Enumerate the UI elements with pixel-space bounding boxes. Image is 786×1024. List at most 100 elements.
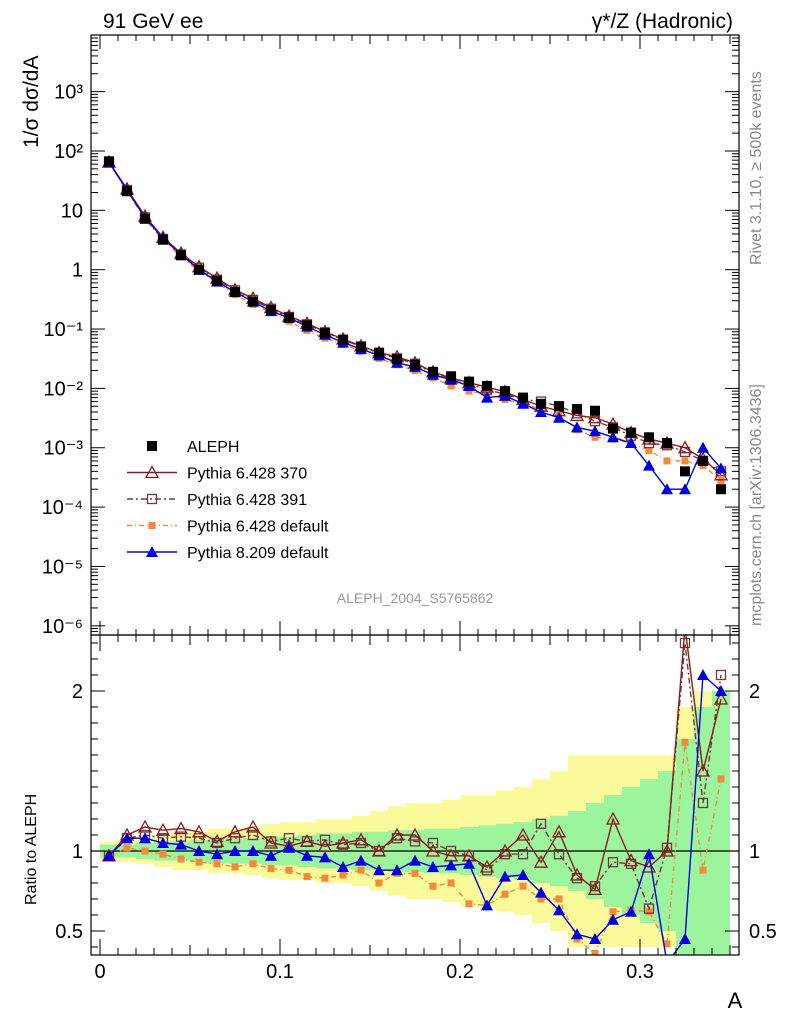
ratio-point-pdef <box>285 866 293 874</box>
ratio-point-p370 <box>263 835 279 849</box>
ratio-point-p391 <box>193 833 205 844</box>
main-point-aleph <box>644 432 654 443</box>
main-point-pdef <box>681 457 689 465</box>
main-point-aleph <box>140 213 150 224</box>
ratio-point-p391 <box>409 836 421 847</box>
main-point-aleph <box>122 186 132 197</box>
main-point-aleph <box>626 427 636 438</box>
ratio-point-p8 <box>553 904 565 916</box>
ratio-point-p391 <box>427 837 439 849</box>
ratio-point-p370 <box>605 811 621 825</box>
ratio-point-p370 <box>227 824 243 838</box>
ratio-point-pdef <box>303 873 311 881</box>
ratio-point-p8 <box>625 905 637 917</box>
ratio-point-p8 <box>427 861 439 872</box>
legend-label: ALEPH <box>187 439 239 456</box>
main-ytick-label: 10⁻⁴ <box>42 497 83 519</box>
ratio-point-pdef <box>123 844 131 852</box>
ratio-point-p8 <box>499 870 511 882</box>
main-point-aleph <box>266 304 276 315</box>
legend-item-p8: Pythia 8.209 default <box>127 545 329 562</box>
ratio-point-p8 <box>373 864 385 876</box>
x-axis-title: A <box>728 988 743 1013</box>
legend-marker <box>147 441 157 451</box>
main-point-p370 <box>677 440 693 454</box>
ratio-point-p8 <box>697 669 709 680</box>
ratio-point-p8 <box>679 933 691 944</box>
ratio-point-pdef <box>339 871 347 879</box>
ratio-point-p391 <box>715 669 727 681</box>
main-ylabel: 1/σ dσ/dA <box>20 56 43 148</box>
main-point-pdef <box>447 382 455 390</box>
ratio-point-p8 <box>481 899 493 911</box>
main-point-aleph <box>176 250 186 261</box>
legend-marker <box>144 465 160 479</box>
ratio-point-p370 <box>659 843 675 857</box>
ratio-point-p391 <box>517 849 529 860</box>
ratio-point-pdef <box>663 940 671 948</box>
ratio-point-p8 <box>517 869 529 880</box>
ratio-point-p8 <box>301 849 313 861</box>
ratio-line-pdef <box>108 742 722 955</box>
x-tick-label: 0.1 <box>266 961 294 983</box>
ratio-point-p8 <box>661 957 673 968</box>
ratio-point-pdef <box>159 850 167 858</box>
main-point-aleph <box>698 455 708 466</box>
ratio-ytick-label: 1 <box>72 841 83 863</box>
ratio-point-pdef <box>267 865 275 873</box>
main-ytick-label: 10⁻¹ <box>44 319 84 341</box>
ratio-ytick-label-right: 0.5 <box>749 921 777 943</box>
x-tick-label: 0.2 <box>446 961 474 983</box>
ratio-point-p370 <box>623 853 639 867</box>
ratio-point-p8 <box>607 913 619 925</box>
legend-item-p370: Pythia 6.428 370 <box>127 465 307 483</box>
ratio-point-p391 <box>535 818 547 829</box>
main-ytick-label: 1 <box>72 260 83 282</box>
ratio-frame <box>90 634 740 956</box>
ratio-point-p370 <box>679 621 691 632</box>
main-point-p8 <box>571 421 583 433</box>
ratio-point-pdef <box>537 895 545 903</box>
main-point-aleph <box>230 287 240 298</box>
main-point-aleph <box>194 264 204 275</box>
ratio-ytick-label: 0.5 <box>55 921 83 943</box>
main-point-aleph <box>446 371 456 382</box>
ratio-point-p370 <box>317 838 333 852</box>
legend-marker <box>146 493 158 505</box>
main-ytick-label: 10² <box>54 141 83 163</box>
ratio-point-pdef <box>465 900 473 908</box>
main-point-p8 <box>661 483 673 495</box>
main-point-p8 <box>553 411 565 423</box>
ratio-point-p8 <box>391 864 403 876</box>
main-point-aleph <box>410 359 420 370</box>
ratio-point-p8 <box>211 848 223 860</box>
ratio-point-pdef <box>519 882 527 890</box>
main-point-aleph <box>104 156 114 167</box>
main-plot: 10⁻⁶ 10⁻⁵ 10⁻⁴ 10⁻³ 10⁻² 10⁻¹ 1 10 10² 10³ <box>42 34 740 638</box>
ratio-line-p391 <box>108 642 722 911</box>
legend: ALEPH Pythia 6.428 370 Pythia 6.428 391 Pyt… <box>127 439 329 562</box>
ratio-point-p8 <box>409 854 421 866</box>
ratio-band-inner <box>676 739 694 955</box>
ratio-point-p8 <box>193 845 205 856</box>
ratio-point-pdef <box>375 879 383 887</box>
main-point-aleph <box>536 398 546 409</box>
main-point-pdef <box>663 457 671 465</box>
main-ytick-label: 10⁻⁶ <box>42 616 83 638</box>
ratio-point-pdef <box>177 855 185 863</box>
ratio-point-p370 <box>407 827 423 841</box>
legend-item-pdef: Pythia 6.428 default <box>127 519 329 536</box>
legend-marker <box>146 546 158 557</box>
main-ytick-label: 10³ <box>54 82 83 104</box>
ratio-point-p391 <box>553 849 565 860</box>
main-point-aleph <box>284 312 294 323</box>
ratio-point-pdef <box>141 847 149 855</box>
main-ytick-label: 10 <box>61 200 83 222</box>
ratio-point-p8 <box>175 838 187 850</box>
main-point-p8 <box>607 431 619 443</box>
ratio-point-p8 <box>535 886 547 898</box>
main-point-p8 <box>535 406 547 418</box>
ratio-point-p8 <box>463 857 475 869</box>
x-tick-label: 0.3 <box>626 961 654 983</box>
